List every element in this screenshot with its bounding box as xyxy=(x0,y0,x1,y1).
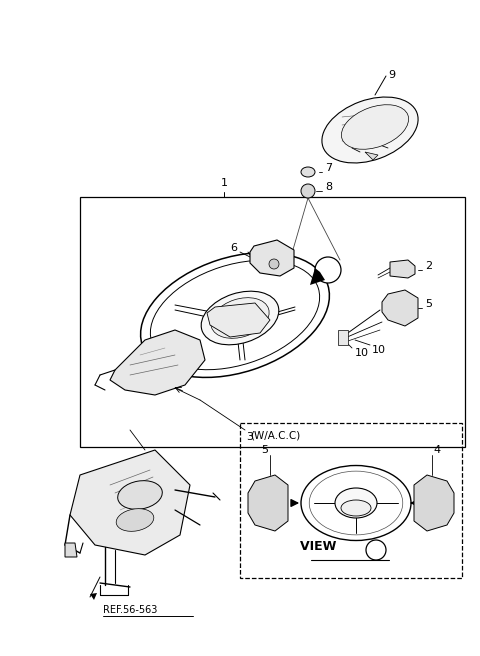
Ellipse shape xyxy=(211,298,269,338)
Ellipse shape xyxy=(341,500,371,516)
Circle shape xyxy=(366,540,386,560)
Circle shape xyxy=(269,259,279,269)
Ellipse shape xyxy=(335,488,377,518)
Text: REF.56-563: REF.56-563 xyxy=(103,605,157,615)
Ellipse shape xyxy=(322,97,418,163)
Ellipse shape xyxy=(116,508,154,531)
Text: 2: 2 xyxy=(425,261,432,271)
Text: 8: 8 xyxy=(325,182,332,192)
Polygon shape xyxy=(65,543,77,557)
Bar xyxy=(240,423,462,578)
Ellipse shape xyxy=(118,481,162,509)
Circle shape xyxy=(301,184,315,198)
Text: 5: 5 xyxy=(425,299,432,309)
Polygon shape xyxy=(365,152,378,160)
Polygon shape xyxy=(90,593,97,600)
Text: 9: 9 xyxy=(388,70,395,80)
Ellipse shape xyxy=(201,291,279,345)
Text: A: A xyxy=(325,266,331,274)
Polygon shape xyxy=(110,330,205,395)
Text: 10: 10 xyxy=(372,345,386,355)
Text: 3: 3 xyxy=(247,432,253,442)
Text: A: A xyxy=(372,546,380,554)
Text: 1: 1 xyxy=(220,178,228,188)
Text: 5: 5 xyxy=(262,445,268,455)
Polygon shape xyxy=(248,475,288,531)
Polygon shape xyxy=(414,475,454,531)
Text: 4: 4 xyxy=(433,445,441,455)
Text: 7: 7 xyxy=(325,163,332,173)
Polygon shape xyxy=(310,268,325,285)
Polygon shape xyxy=(390,260,415,278)
Text: (W/A.C.C): (W/A.C.C) xyxy=(250,431,300,441)
Polygon shape xyxy=(207,303,270,337)
Ellipse shape xyxy=(301,167,315,177)
Circle shape xyxy=(315,257,341,283)
Polygon shape xyxy=(382,290,418,326)
Ellipse shape xyxy=(341,105,408,150)
Text: 6: 6 xyxy=(230,243,237,253)
Polygon shape xyxy=(250,240,294,276)
Bar xyxy=(338,330,348,345)
Polygon shape xyxy=(70,450,190,555)
Text: VIEW: VIEW xyxy=(300,539,341,552)
Text: 10: 10 xyxy=(355,348,369,358)
Bar xyxy=(80,197,465,447)
